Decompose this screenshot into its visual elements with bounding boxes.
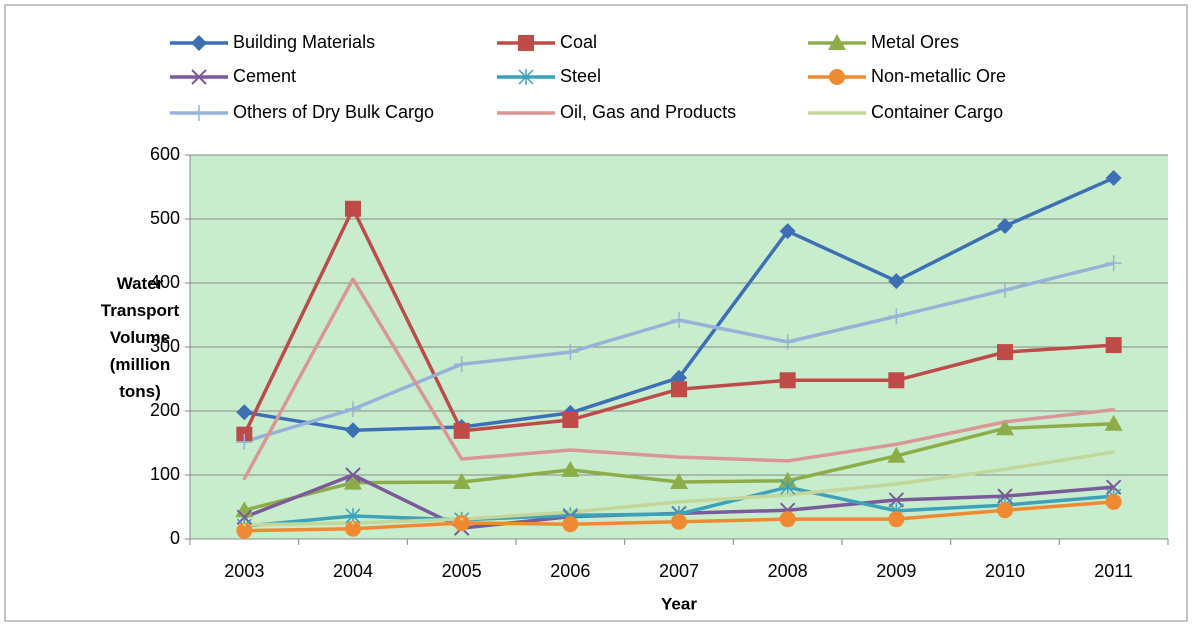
marker: [1105, 493, 1122, 510]
point: [351, 521, 355, 525]
marker: [518, 69, 534, 85]
y-tick-label: 300: [150, 336, 180, 356]
marker: [779, 333, 796, 350]
marker: [191, 105, 207, 121]
marker: [561, 460, 580, 477]
x-tick-label: 2003: [224, 561, 264, 581]
marker: [236, 404, 253, 421]
point: [677, 455, 681, 459]
marker: [779, 511, 796, 528]
marker: [997, 218, 1013, 235]
point: [351, 277, 355, 281]
marker: [518, 35, 534, 51]
x-tick-label: 2007: [659, 561, 699, 581]
marker: [1105, 337, 1122, 354]
legend-label: Non-metallic Ore: [871, 66, 1006, 86]
marker: [453, 422, 470, 439]
x-tick-label: 2010: [985, 561, 1025, 581]
x-axis-title: Year: [661, 594, 697, 613]
marker: [888, 308, 905, 325]
marker: [996, 419, 1014, 436]
marker: [191, 35, 207, 51]
point: [1112, 408, 1116, 412]
marker: [671, 513, 687, 530]
marker: [236, 522, 253, 539]
point: [894, 442, 898, 446]
y-tick-label: 600: [150, 144, 180, 164]
marker: [888, 492, 905, 508]
x-tick-label: 2009: [876, 561, 916, 581]
marker: [888, 511, 905, 528]
marker: [1105, 170, 1122, 187]
y-tick-label: 400: [150, 272, 180, 292]
marker: [1105, 255, 1122, 272]
marker: [562, 516, 579, 533]
legend-label: Coal: [560, 32, 597, 52]
marker: [888, 372, 905, 389]
marker: [344, 473, 362, 490]
x-tick-label: 2011: [1094, 561, 1133, 581]
marker: [562, 411, 579, 428]
marker: [345, 520, 361, 537]
marker: [453, 515, 470, 531]
point: [894, 482, 898, 486]
marker: [453, 356, 470, 373]
marker: [888, 273, 905, 290]
legend-label: Steel: [560, 66, 601, 86]
x-tick-label: 2006: [550, 561, 590, 581]
point: [786, 493, 790, 497]
marker: [236, 433, 253, 450]
marker: [345, 467, 361, 483]
marker: [997, 502, 1013, 519]
marker: [887, 446, 906, 463]
y-axis-title: Water Transport Volume (million tons): [100, 274, 180, 401]
y-tick-label: 500: [150, 208, 180, 228]
marker: [345, 401, 361, 418]
legend-label: Oil, Gas and Products: [560, 102, 736, 122]
marker: [997, 282, 1013, 299]
marker: [345, 422, 361, 439]
marker: [345, 200, 361, 217]
legend-label: Cement: [233, 66, 296, 86]
marker: [671, 381, 687, 398]
point: [568, 510, 572, 514]
marker: [562, 344, 579, 361]
y-tick-label: 100: [150, 464, 180, 484]
marker: [779, 223, 796, 240]
marker: [671, 312, 687, 329]
point: [786, 459, 790, 463]
point: [568, 448, 572, 452]
y-tick-label: 200: [150, 400, 180, 420]
x-tick-label: 2004: [333, 561, 373, 581]
point: [677, 500, 681, 504]
marker: [780, 479, 796, 496]
point: [460, 457, 464, 461]
point: [1003, 467, 1007, 471]
marker: [779, 372, 796, 389]
marker: [1104, 414, 1123, 431]
legend-label: Container Cargo: [871, 102, 1003, 122]
x-tick-label: 2008: [768, 561, 808, 581]
point: [1112, 450, 1116, 454]
x-tick-label: 2005: [442, 561, 482, 581]
legend-label: Metal Ores: [871, 32, 959, 52]
y-tick-label: 0: [170, 528, 180, 548]
legend-label: Others of Dry Bulk Cargo: [233, 102, 434, 122]
marker: [191, 69, 207, 85]
marker: [997, 344, 1013, 361]
point: [1003, 420, 1007, 424]
point: [242, 477, 246, 481]
legend-label: Building Materials: [233, 32, 375, 52]
marker: [452, 473, 471, 490]
point: [242, 523, 246, 527]
marker: [828, 34, 846, 50]
point: [460, 517, 464, 521]
marker: [670, 473, 688, 490]
marker: [829, 69, 845, 85]
